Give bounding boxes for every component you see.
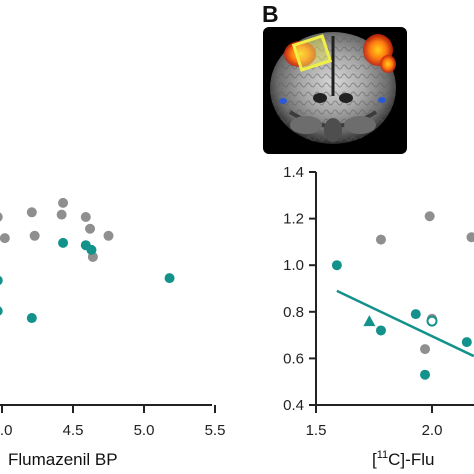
trend-line: [336, 289, 474, 358]
left-x-tick-label: 4.0: [0, 422, 12, 439]
teal-data-point: [0, 275, 3, 285]
gray-data-point: [29, 230, 40, 241]
teal-data-point: [410, 309, 421, 320]
right-y-tick-label: 0.4: [283, 397, 304, 414]
gray-data-point: [420, 344, 431, 355]
teal-data-point: [420, 369, 431, 380]
roi-box: [291, 34, 333, 72]
right-x-axis-title: [11C]-Flu: [372, 449, 434, 469]
brain-mri-image: [263, 27, 407, 154]
right-y-tick-label: 1.4: [283, 164, 304, 181]
teal-data-point: [26, 313, 37, 324]
right-x-tick-label: 1.5: [306, 422, 327, 439]
teal-data-point: [331, 260, 342, 271]
open-circle-data-point: [426, 315, 438, 327]
gray-data-point: [85, 223, 96, 234]
teal-data-point: [164, 273, 175, 284]
teal-data-point: [58, 237, 69, 248]
gray-data-point: [424, 211, 435, 222]
gray-data-point: [375, 234, 386, 245]
gray-data-point: [80, 212, 91, 222]
gray-data-point: [103, 230, 114, 241]
right-y-tick-label: 0.8: [283, 304, 304, 321]
gray-data-point: [466, 232, 474, 243]
gray-data-point: [0, 212, 3, 222]
panel-label-b: B: [262, 1, 279, 27]
left-x-axis-title: Flumazenil BP: [8, 450, 118, 469]
left-x-tick-label: 5.5: [205, 422, 226, 439]
teal-data-point: [461, 337, 472, 348]
teal-data-point: [86, 244, 97, 255]
left-scatter-panel: 4.0 4.5 5.0 5.5 Flumazenil BP: [0, 197, 226, 469]
triangle-data-point: [363, 315, 376, 327]
teal-data-point: [375, 325, 386, 336]
right-y-tick-label: 0.6: [283, 350, 304, 367]
right-x-tick-label: 2.0: [422, 422, 443, 439]
gray-data-point: [56, 209, 67, 220]
right-scatter-panel: 0.4 0.6 0.8 1.0 1.2 1.4 1.5 2.0 [11C]-Flu: [283, 164, 474, 469]
teal-data-point: [0, 306, 3, 316]
right-y-tick-label: 1.0: [283, 257, 304, 274]
left-x-tick-label: 5.0: [134, 422, 155, 439]
gray-data-point: [58, 197, 69, 208]
left-x-tick-label: 4.5: [63, 422, 84, 439]
right-y-tick-label: 1.2: [283, 211, 304, 228]
gray-data-point: [0, 233, 10, 244]
gray-data-point: [26, 207, 37, 218]
